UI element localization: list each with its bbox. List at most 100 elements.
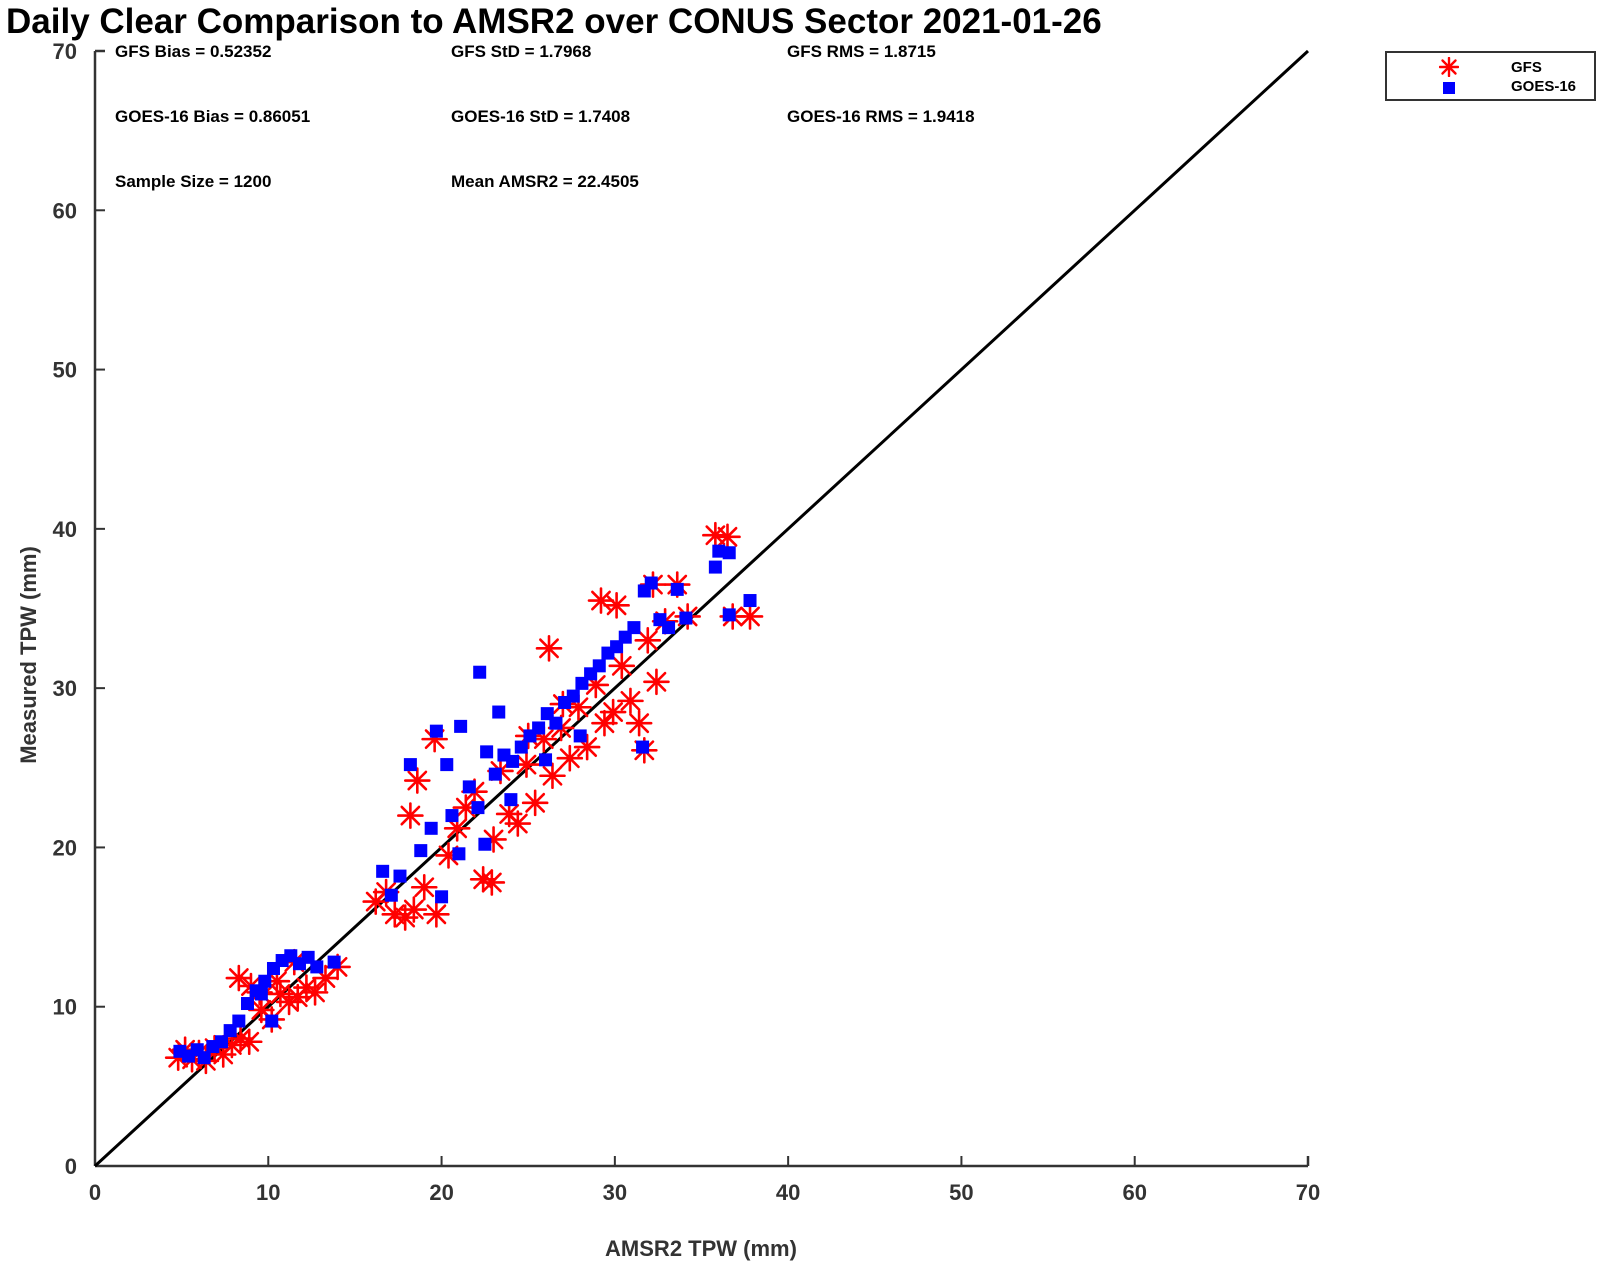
gfs-point xyxy=(603,592,630,619)
legend-item-gfs: GFS xyxy=(1387,56,1594,78)
stat-goes16-std: GOES-16 StD = 1.7408 xyxy=(451,107,631,126)
goes16-point xyxy=(722,546,736,560)
goes16-point xyxy=(240,997,254,1011)
goes16-point xyxy=(435,890,449,904)
stat-sample-size: Sample Size = 1200 xyxy=(115,172,272,191)
goes16-point xyxy=(722,608,736,622)
gfs-point xyxy=(301,979,329,1006)
goes16-point xyxy=(384,888,398,902)
y-tick-label: 40 xyxy=(53,517,77,542)
x-tick-label: 10 xyxy=(256,1180,280,1205)
gfs-point xyxy=(397,802,424,829)
gfs-point xyxy=(535,635,563,662)
gfs-point xyxy=(643,668,670,696)
goes16-point xyxy=(403,758,417,772)
stat-goes16-rms: GOES-16 RMS = 1.9418 xyxy=(787,107,975,126)
goes16-point xyxy=(414,844,428,858)
y-tick-label: 0 xyxy=(65,1154,77,1179)
goes16-point xyxy=(376,864,390,878)
gfs-point xyxy=(736,603,764,630)
goes16-point xyxy=(197,1051,211,1065)
y-tick-label: 30 xyxy=(53,676,77,701)
axes xyxy=(93,49,1310,1168)
goes16-point xyxy=(708,560,722,574)
legend-item-goes16: GOES-16 xyxy=(1387,77,1594,99)
gfs-point xyxy=(587,587,615,614)
x-tick-label: 40 xyxy=(776,1180,800,1205)
goes16-point xyxy=(539,753,553,767)
goes16-point xyxy=(566,689,580,703)
stat-gfs-std: GFS StD = 1.7968 xyxy=(451,42,592,61)
stat-goes16-bias: GOES-16 Bias = 0.86051 xyxy=(115,107,311,126)
goes16-point xyxy=(440,758,454,772)
goes16-point xyxy=(462,780,476,794)
goes16-point xyxy=(573,729,587,743)
goes16-point xyxy=(310,960,324,974)
x-tick-label: 50 xyxy=(949,1180,973,1205)
x-tick-label: 30 xyxy=(603,1180,627,1205)
goes16-point xyxy=(532,721,546,735)
gfs-point xyxy=(235,1028,263,1056)
goes16-point xyxy=(327,955,341,969)
y-tick-label: 60 xyxy=(53,198,77,223)
goes16-point xyxy=(514,740,528,754)
goes16-point xyxy=(492,705,506,719)
tick-labels: 0 10 20 30 40 50 60 70 0 10 20 30 40 50 60 70 xyxy=(53,39,1321,1205)
gfs-point xyxy=(617,687,644,715)
gfs-point xyxy=(556,744,584,772)
goes16-point xyxy=(636,740,650,754)
goes16-point xyxy=(424,821,438,835)
gfs-point xyxy=(714,523,741,551)
gfs-point xyxy=(702,521,729,549)
goes16-point xyxy=(258,974,272,988)
stat-gfs-bias: GFS Bias = 0.52352 xyxy=(115,42,272,61)
y-tick-label: 70 xyxy=(53,39,77,64)
goes16-point xyxy=(473,665,487,679)
gfs-point xyxy=(539,762,566,790)
goes16-point xyxy=(254,987,268,1001)
goes16-point xyxy=(454,719,468,733)
gfs-point xyxy=(521,789,549,817)
y-tick-label: 50 xyxy=(53,358,77,383)
goes16-point xyxy=(480,745,494,759)
gfs-point xyxy=(478,869,506,896)
goes16-point xyxy=(452,847,466,861)
goes16-point xyxy=(504,793,518,807)
goes16-point xyxy=(488,767,502,781)
goes16-point xyxy=(627,621,641,635)
stat-mean-amsr2: Mean AMSR2 = 22.4505 xyxy=(451,172,639,191)
legend-label-gfs: GFS xyxy=(1511,59,1542,76)
goes16-point xyxy=(743,594,757,608)
goes16-point xyxy=(549,716,563,730)
gfs-point xyxy=(423,901,450,928)
x-tick-label: 20 xyxy=(429,1180,453,1205)
goes16-point xyxy=(662,621,676,635)
x-tick-label: 70 xyxy=(1296,1180,1320,1205)
x-tick-label: 60 xyxy=(1122,1180,1146,1205)
gfs-point xyxy=(504,810,532,837)
legend-label-goes16: GOES-16 xyxy=(1511,78,1577,95)
y-axis-label: Measured TPW (mm) xyxy=(16,546,41,764)
goes16-point xyxy=(478,837,492,851)
asterisk-icon xyxy=(1439,57,1459,77)
goes16-point xyxy=(471,801,485,815)
goes16-point xyxy=(445,809,459,823)
goes16-point xyxy=(232,1014,246,1028)
gfs-point xyxy=(599,698,627,726)
goes16-point xyxy=(265,1014,279,1028)
x-axis-label: AMSR2 TPW (mm) xyxy=(605,1236,797,1261)
goes16-point xyxy=(393,869,407,883)
gfs-point xyxy=(634,627,662,654)
goes16-point xyxy=(506,754,520,768)
stat-gfs-rms: GFS RMS = 1.8715 xyxy=(787,42,936,61)
gfs-point xyxy=(608,652,636,680)
gfs-point xyxy=(404,767,431,794)
chart-title: Daily Clear Comparison to AMSR2 over CON… xyxy=(6,2,1102,41)
y-tick-label: 10 xyxy=(53,995,77,1020)
x-tick-label: 0 xyxy=(89,1180,101,1205)
gfs-point xyxy=(410,873,438,901)
goes16-point xyxy=(429,724,443,738)
goes16-series xyxy=(173,544,757,1065)
